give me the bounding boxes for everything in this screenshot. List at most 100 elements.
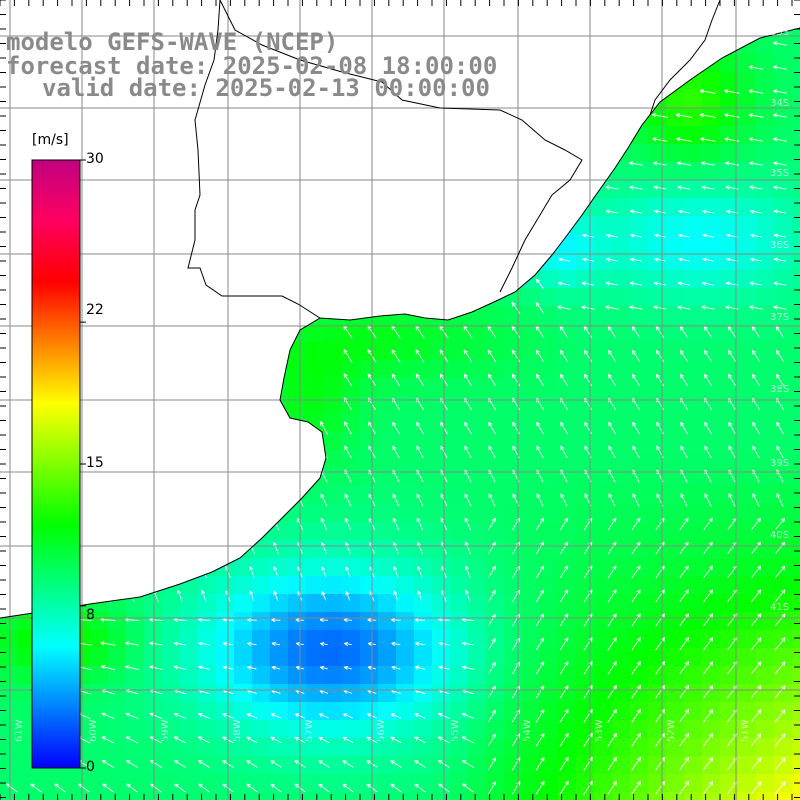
field-cell [558,720,577,739]
wind-arrow [774,613,786,627]
wind-arrow [560,421,568,435]
field-cell [576,594,595,613]
field-cell [450,774,469,793]
field-cell [378,630,397,649]
field-cell [792,450,800,469]
field-cell [342,576,361,595]
field-cell [738,684,757,703]
field-cell [756,504,775,523]
field-cell [486,360,505,379]
field-cell [0,756,19,775]
wind-arrow [174,759,186,768]
field-cell [144,594,163,613]
wind-arrow [701,305,715,310]
wind-arrow [559,709,569,723]
wind-arrow [102,783,114,793]
field-cell [450,522,469,541]
field-cell [702,684,721,703]
wind-arrow [702,709,714,723]
field-cell [720,702,739,721]
field-cell [720,540,739,559]
field-cell [378,612,397,631]
field-cell [486,306,505,325]
wind-arrow [751,517,761,530]
field-cell [306,360,325,379]
field-cell [630,162,649,181]
land-north [0,0,800,320]
field-cell [792,522,800,541]
wind-arrow [560,493,568,507]
field-cell [486,414,505,433]
wind-arrow [772,113,787,118]
wind-arrow [702,757,714,771]
field-cell [252,756,271,775]
field-cell [378,774,397,793]
wind-arrow [748,65,764,70]
field-cell [198,630,217,649]
wind-arrow [342,760,354,768]
wind-arrow [703,326,713,338]
wind-arrow [678,709,690,723]
field-cell [486,756,505,775]
field-cell [756,450,775,469]
field-cell [558,666,577,685]
field-cell [612,324,631,343]
field-cell [738,486,757,505]
wind-arrow [174,783,186,793]
field-cell [396,432,415,451]
field-cell [702,414,721,433]
field-cell [396,702,415,721]
field-cell [720,108,739,127]
wind-arrow [607,349,617,362]
field-cell [450,432,469,451]
field-cell [414,378,433,397]
wind-arrow [536,493,544,507]
field-cell [738,306,757,325]
field-cell [360,450,379,469]
field-cell [792,576,800,595]
field-cell [306,648,325,667]
field-cell [90,630,109,649]
wind-arrow [727,349,737,362]
wind-arrow [607,326,617,338]
field-cell [450,342,469,361]
field-cell [414,720,433,739]
wind-arrow [248,517,256,531]
field-cell [774,738,793,757]
field-cell [594,774,613,793]
field-cell [432,738,451,757]
wind-arrow [605,281,619,286]
field-cell [558,522,577,541]
field-cell [792,594,800,613]
field-cell [360,666,379,685]
lat-label: 34S [770,98,790,109]
field-cell [270,630,289,649]
field-cell [774,594,793,613]
field-cell [756,468,775,487]
field-cell [666,234,685,253]
wind-arrow [702,613,714,627]
field-cell [756,108,775,127]
field-cell [522,684,541,703]
wind-arrow [679,349,689,362]
field-cell [432,504,451,523]
model-title: modelo GEFS-WAVE (NCEP) [6,28,339,56]
wind-arrow [750,565,762,579]
field-cell [234,630,253,649]
field-cell [216,792,235,800]
field-cell [540,342,559,361]
field-cell [270,612,289,631]
field-cell [648,180,667,199]
wind-arrow [246,713,258,719]
field-cell [702,792,721,800]
field-cell [684,738,703,757]
field-cell [612,522,631,541]
field-cell [684,630,703,649]
field-cell [594,612,613,631]
field-cell [486,432,505,451]
wind-arrow [701,281,714,286]
field-cell [180,594,199,613]
wind-arrow [461,712,475,719]
wind-arrow [605,305,619,310]
field-cell [234,684,253,703]
